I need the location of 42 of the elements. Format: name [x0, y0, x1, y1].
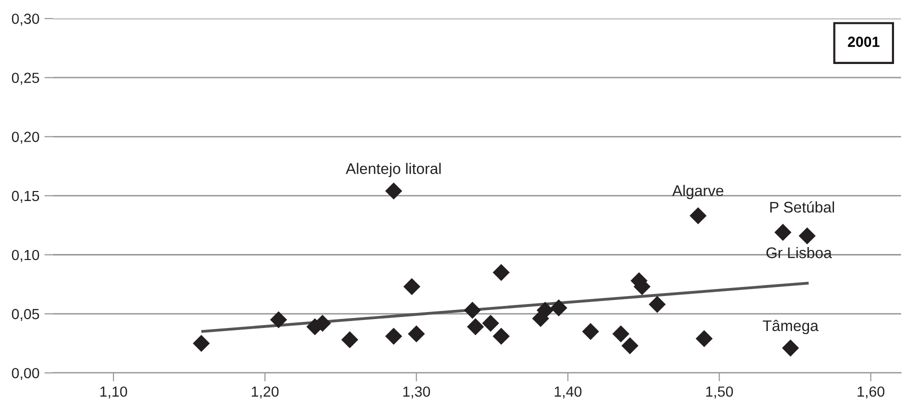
y-tick-label: 0,25 — [12, 72, 40, 85]
annotation: P Setúbal — [770, 201, 834, 213]
x-tick-label: 1,50 — [706, 386, 733, 398]
point — [341, 331, 358, 348]
point — [648, 296, 666, 313]
annotation: Algarve — [672, 184, 724, 200]
point — [492, 264, 510, 281]
y-tick-label: 0,10 — [12, 250, 40, 262]
point — [270, 311, 288, 328]
y-tick-label: 0,15 — [12, 190, 40, 203]
point — [782, 340, 799, 357]
point — [385, 182, 402, 200]
point — [696, 330, 713, 348]
x-tick-label: 1,20 — [252, 386, 279, 398]
point — [403, 278, 420, 296]
y-tick-label: 0,05 — [12, 308, 40, 321]
annotation: 2001 — [848, 36, 880, 47]
point — [492, 328, 510, 345]
point — [612, 325, 630, 342]
x-tick-label: 1,60 — [858, 386, 884, 398]
x-tick-label: 1,10 — [100, 386, 128, 398]
point — [550, 299, 568, 316]
y-tick-label: 0,20 — [12, 132, 40, 144]
point — [192, 334, 210, 352]
y-tick-label: 0,30 — [12, 14, 40, 26]
annotation: Tâmega — [762, 320, 819, 334]
point — [385, 328, 402, 345]
point — [482, 314, 500, 332]
annotation: Alentejo litoral — [346, 162, 441, 178]
point — [466, 318, 484, 336]
point — [690, 207, 707, 224]
point — [408, 325, 425, 342]
x-tick-label: 1,30 — [403, 386, 430, 398]
y-tick-label: 0,00 — [12, 368, 40, 380]
point — [464, 302, 481, 319]
x-tick-label: 1,40 — [554, 386, 582, 398]
point — [774, 224, 792, 241]
point — [798, 227, 816, 244]
point — [582, 323, 600, 340]
point — [536, 302, 554, 319]
annotation: Gr Lisboa — [766, 246, 832, 258]
point — [621, 337, 638, 354]
